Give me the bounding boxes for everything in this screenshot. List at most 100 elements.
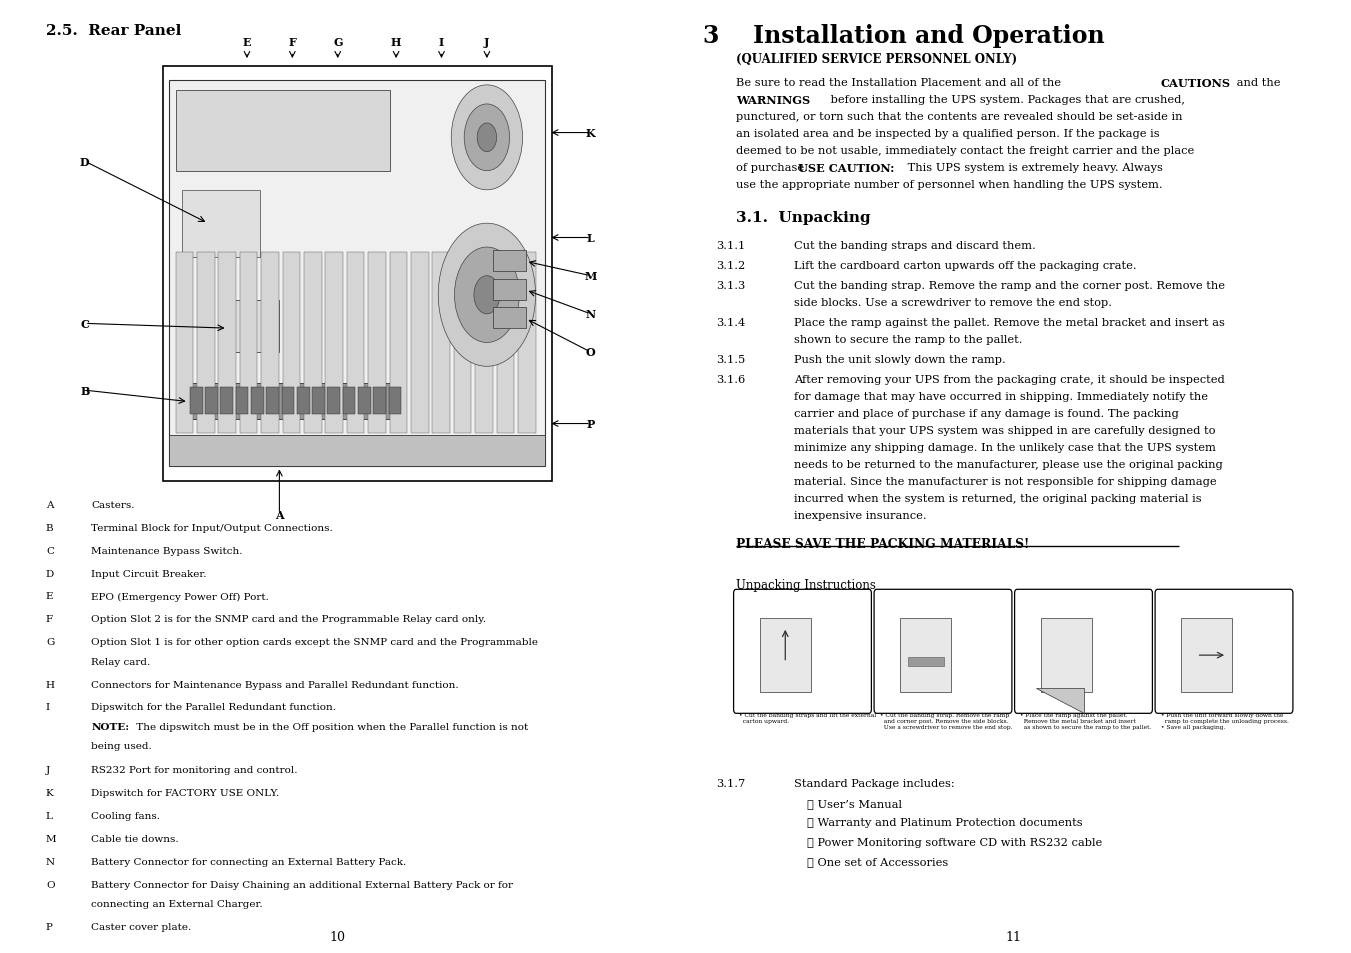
Text: Push the unit slowly down the ramp.: Push the unit slowly down the ramp. [793, 355, 1005, 365]
Text: an isolated area and be inspected by a qualified person. If the package is: an isolated area and be inspected by a q… [736, 129, 1161, 139]
Bar [227, 300, 280, 353]
Text: B: B [80, 385, 89, 396]
Text: Place the ramp against the pallet. Remove the metal bracket and insert as: Place the ramp against the pallet. Remov… [793, 318, 1224, 328]
Text: Option Slot 1 is for other option cards except the SNMP card and the Programmabl: Option Slot 1 is for other option cards … [92, 638, 538, 646]
Text: connecting an External Charger.: connecting an External Charger. [92, 900, 263, 908]
Text: E: E [243, 37, 251, 49]
Text: I: I [439, 37, 444, 49]
Text: materials that your UPS system was shipped in are carefully designed to: materials that your UPS system was shipp… [793, 426, 1215, 436]
Bar [251, 388, 263, 415]
FancyBboxPatch shape [1015, 590, 1152, 714]
Text: 3.1.7: 3.1.7 [716, 779, 746, 788]
Text: P: P [46, 923, 53, 931]
Bar [347, 253, 365, 434]
Text: for damage that may have occurred in shipping. Immediately notify the: for damage that may have occurred in shi… [793, 392, 1208, 402]
Text: side blocks. Use a screwdriver to remove the end stop.: side blocks. Use a screwdriver to remove… [793, 298, 1112, 308]
Circle shape [465, 105, 509, 172]
Text: Standard Package includes:: Standard Package includes: [793, 779, 954, 788]
Text: USE CAUTION:: USE CAUTION: [797, 163, 894, 174]
Circle shape [454, 248, 519, 343]
FancyBboxPatch shape [1155, 590, 1293, 714]
Bar [326, 253, 343, 434]
Bar [1040, 618, 1092, 693]
Text: before installing the UPS system. Packages that are crushed,: before installing the UPS system. Packag… [827, 95, 1185, 105]
Text: L: L [46, 811, 53, 821]
Text: Battery Connector for connecting an External Battery Pack.: Battery Connector for connecting an Exte… [92, 857, 407, 866]
Text: C: C [46, 546, 54, 555]
Text: 3.1.  Unpacking: 3.1. Unpacking [736, 211, 871, 225]
Circle shape [477, 124, 497, 152]
Text: A: A [276, 509, 284, 520]
Bar [327, 388, 340, 415]
Bar [169, 436, 546, 467]
Bar [312, 388, 324, 415]
Text: of purchase.: of purchase. [736, 163, 812, 172]
Bar [493, 308, 526, 329]
Text: EPO (Emergency Power Off) Port.: EPO (Emergency Power Off) Port. [92, 592, 269, 601]
Bar [220, 388, 234, 415]
Text: N: N [585, 309, 596, 320]
Bar [266, 388, 280, 415]
Text: RS232 Port for monitoring and control.: RS232 Port for monitoring and control. [92, 765, 297, 775]
Text: F: F [46, 615, 53, 623]
Text: H: H [390, 37, 401, 49]
Text: CAUTIONS: CAUTIONS [1161, 78, 1231, 90]
Text: K: K [46, 788, 54, 798]
Bar [176, 253, 193, 434]
Bar [162, 67, 551, 481]
Text: being used.: being used. [92, 741, 153, 751]
Text: inexpensive insurance.: inexpensive insurance. [793, 511, 927, 520]
Text: 11: 11 [1005, 930, 1021, 943]
Text: (QUALIFIED SERVICE PERSONNEL ONLY): (QUALIFIED SERVICE PERSONNEL ONLY) [736, 53, 1017, 67]
Text: minimize any shipping damage. In the unlikely case that the UPS system: minimize any shipping damage. In the unl… [793, 443, 1216, 453]
Circle shape [438, 224, 535, 367]
Text: ➤ User’s Manual: ➤ User’s Manual [807, 798, 902, 808]
Text: E: E [46, 592, 54, 600]
Text: 3: 3 [703, 24, 719, 48]
Bar [304, 253, 322, 434]
Text: Relay card.: Relay card. [92, 657, 150, 666]
Bar [219, 253, 236, 434]
Bar [454, 253, 471, 434]
Text: 2.5.  Rear Panel: 2.5. Rear Panel [46, 24, 181, 38]
Text: 10: 10 [330, 930, 346, 943]
Bar [517, 253, 535, 434]
Text: material. Since the manufacturer is not responsible for shipping damage: material. Since the manufacturer is not … [793, 476, 1216, 487]
Text: • Push the unit forward slowly down the
  ramp to complete the unloading process: • Push the unit forward slowly down the … [1161, 713, 1289, 729]
Text: Cut the banding straps and discard them.: Cut the banding straps and discard them. [793, 241, 1035, 251]
Text: Lift the cardboard carton upwards off the packaging crate.: Lift the cardboard carton upwards off th… [793, 261, 1136, 271]
Bar [297, 388, 309, 415]
Polygon shape [1035, 688, 1084, 714]
Text: J: J [484, 37, 489, 49]
Bar [908, 658, 943, 666]
Text: shown to secure the ramp to the pallet.: shown to secure the ramp to the pallet. [793, 335, 1023, 345]
Bar [197, 253, 215, 434]
Text: I: I [46, 702, 50, 712]
Text: use the appropriate number of personnel when handling the UPS system.: use the appropriate number of personnel … [736, 180, 1163, 190]
Bar [493, 279, 526, 300]
Text: and the: and the [1233, 78, 1281, 88]
Text: G: G [46, 638, 54, 646]
Bar [1181, 618, 1232, 693]
Text: D: D [80, 156, 89, 168]
Text: Option Slot 2 is for the SNMP card and the Programmable Relay card only.: Option Slot 2 is for the SNMP card and t… [92, 615, 486, 623]
Text: O: O [586, 347, 596, 358]
Bar [236, 388, 249, 415]
Text: Connectors for Maintenance Bypass and Parallel Redundant function.: Connectors for Maintenance Bypass and Pa… [92, 679, 459, 689]
Text: C: C [81, 318, 89, 330]
Text: O: O [46, 880, 54, 889]
Text: Input Circuit Breaker.: Input Circuit Breaker. [92, 569, 207, 578]
Bar [205, 388, 218, 415]
Text: ➤ One set of Accessories: ➤ One set of Accessories [807, 857, 948, 866]
Text: • Cut the banding straps and lift the external
  carton upward.: • Cut the banding straps and lift the ex… [739, 713, 877, 723]
Text: Dipswitch for FACTORY USE ONLY.: Dipswitch for FACTORY USE ONLY. [92, 788, 280, 798]
Text: ➤ Warranty and Platinum Protection documents: ➤ Warranty and Platinum Protection docum… [807, 818, 1084, 827]
Text: L: L [586, 233, 594, 244]
Text: Caster cover plate.: Caster cover plate. [92, 923, 192, 931]
Text: • Cut the banding strap. Remove the ramp
  and corner post. Remove the side bloc: • Cut the banding strap. Remove the ramp… [880, 713, 1012, 729]
Text: Dipswitch for the Parallel Redundant function.: Dipswitch for the Parallel Redundant fun… [92, 702, 336, 712]
Text: Be sure to read the Installation Placement and all of the: Be sure to read the Installation Placeme… [736, 78, 1065, 88]
Bar [389, 253, 407, 434]
Bar [373, 388, 386, 415]
Bar [281, 388, 295, 415]
